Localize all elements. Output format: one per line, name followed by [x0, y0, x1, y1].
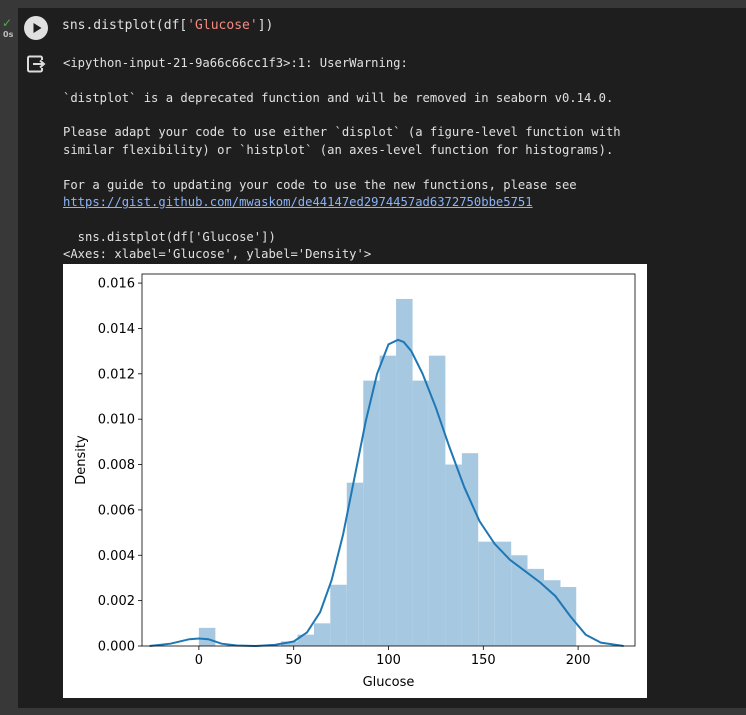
distplot-figure: 0.000 0.002 0.004 0.006 0.008 0.010 0.012 0.014…	[63, 264, 647, 698]
guide-link[interactable]: https://gist.github.com/mwaskom/de44147e…	[63, 195, 533, 209]
histogram-bar	[396, 298, 413, 646]
y-tick-label: 0.016	[98, 277, 135, 292]
adapt-line-1: Please adapt your code to use either `di…	[63, 125, 621, 139]
histogram-bar	[445, 464, 462, 646]
run-cell-button[interactable]	[24, 16, 48, 40]
y-tick-label: 0.008	[98, 458, 135, 473]
y-tick-label: 0.012	[98, 367, 135, 382]
x-tick-label: 0	[195, 653, 203, 668]
histogram-bar	[198, 627, 216, 646]
x-axis-label: Glucose	[363, 675, 415, 690]
x-tick-label: 200	[566, 653, 591, 668]
y-tick-label: 0.000	[98, 640, 135, 655]
y-tick-label: 0.006	[98, 503, 135, 518]
histogram-bar	[478, 541, 495, 646]
histogram-bar	[428, 355, 446, 646]
histogram-bar	[511, 555, 528, 646]
warning-line: <ipython-input-21-9a66c66cc1f3>:1: UserW…	[63, 56, 408, 70]
code-string: 'Glucose'	[187, 18, 258, 33]
source-line: sns.distplot(df['Glucose'])	[63, 230, 276, 244]
histogram-bar	[297, 634, 314, 646]
code-text-end: ])	[257, 18, 274, 33]
y-tick-label: 0.004	[98, 549, 135, 564]
x-tick-label: 150	[471, 653, 496, 668]
output-actions-icon[interactable]	[26, 54, 48, 74]
axes-repr: <Axes: xlabel='Glucose', ylabel='Density…	[63, 247, 372, 261]
histogram-bar	[560, 587, 577, 646]
histogram-bar	[543, 580, 561, 646]
deprecated-line: `distplot` is a deprecated function and …	[63, 91, 614, 105]
histogram-bar	[280, 641, 298, 646]
histogram-bar	[363, 380, 380, 646]
code-editor[interactable]: sns.distplot(df['Glucose'])	[62, 18, 273, 33]
execution-time: 0s	[3, 30, 14, 39]
adapt-line-2: similar flexibility) or `histplot` (an a…	[63, 143, 614, 157]
guide-line: For a guide to updating your code to use…	[63, 178, 577, 192]
kde-curve	[149, 338, 624, 648]
execution-success-icon: ✓	[2, 16, 13, 30]
code-text: sns.distplot(df[	[62, 18, 188, 33]
y-tick-label: 0.002	[98, 594, 135, 609]
histogram-bar	[412, 380, 429, 646]
histogram-bar	[494, 541, 512, 646]
histogram-bar	[346, 482, 364, 646]
histogram-bar	[330, 584, 347, 646]
y-tick-label: 0.010	[98, 413, 135, 428]
histogram-bar	[379, 355, 397, 646]
x-tick-label: 100	[376, 653, 401, 668]
y-tick-label: 0.014	[98, 322, 135, 337]
play-icon	[33, 23, 42, 33]
distplot-chart: 0.000 0.002 0.004 0.006 0.008 0.010 0.012 0.014…	[74, 273, 636, 690]
histogram-bar	[527, 568, 544, 646]
histogram-bar	[461, 453, 479, 646]
x-tick-label: 50	[285, 653, 302, 668]
histogram-bar	[313, 623, 331, 646]
y-axis-label: Density	[74, 435, 89, 485]
